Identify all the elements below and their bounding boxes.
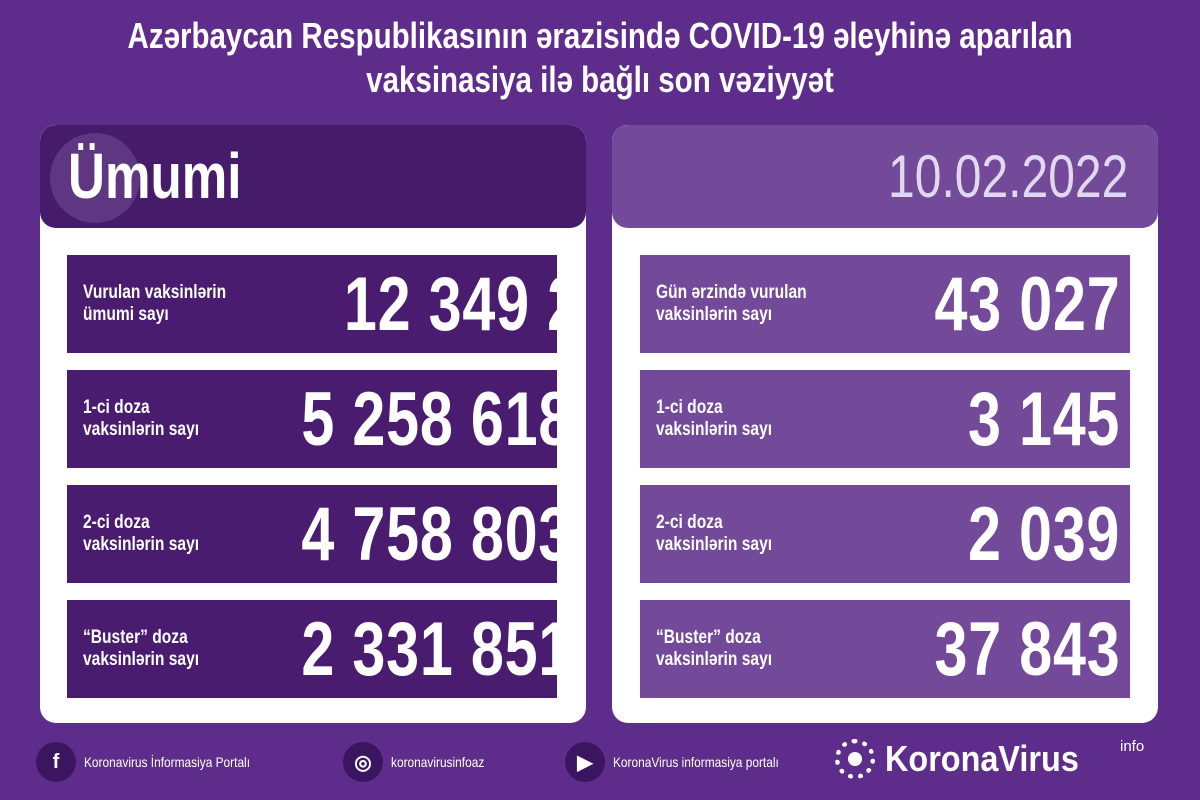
- daily-header: 10.02.2022: [612, 125, 1158, 228]
- stat-row: 1-ci doza vaksinlərin sayı 5 258 618: [67, 370, 571, 468]
- stat-label: “Buster” doza vaksinlərin sayı: [83, 627, 200, 670]
- stat-value: 37 843: [934, 606, 1120, 692]
- stat-row: “Buster” doza vaksinlərin sayı 37 843: [640, 600, 1130, 698]
- date: 10.02.2022: [887, 143, 1128, 210]
- facebook-icon: f: [36, 742, 76, 782]
- title-line-2: vaksinasiya ilə bağlı son vəziyyət: [366, 59, 834, 100]
- stat-value: 5 258 618: [300, 376, 572, 462]
- daily-panel: 10.02.2022 Gün ərzində vurulan vaksinləri…: [612, 125, 1158, 723]
- stat-value: 2 039: [967, 491, 1120, 577]
- stat-label: 1-ci doza vaksinlərin sayı: [656, 397, 773, 440]
- stat-row: Gün ərzində vurulan vaksinlərin sayı 43 02…: [640, 255, 1130, 353]
- stat-value: 43 027: [934, 261, 1120, 347]
- virus-icon: [50, 133, 140, 223]
- title-line-1: Azərbaycan Respublikasının ərazisində CO…: [127, 15, 1073, 56]
- stat-row: 2-ci doza vaksinlərin sayı 2 039: [640, 485, 1130, 583]
- koronavirus-logo: KoronaVirus info: [835, 738, 1144, 780]
- brand-name: KoronaVirus: [885, 738, 1079, 779]
- stat-label: Gün ərzində vurulan vaksinlərin sayı: [656, 282, 807, 325]
- total-panel: Ümumi Vurulan vaksinlərin ümumi sayı 12 34…: [40, 125, 586, 723]
- instagram-icon: ◎: [343, 742, 383, 782]
- facebook-link[interactable]: f Koronavirus İnformasiya Portalı: [36, 742, 321, 782]
- footer: f Koronavirus İnformasiya Portalı ◎ korona…: [36, 737, 1200, 787]
- stat-value: 12 349 272: [343, 261, 586, 347]
- stat-value: 3 145: [967, 376, 1120, 462]
- brand-sup: info: [1120, 738, 1145, 755]
- stat-value: 2 331 851: [300, 606, 572, 692]
- stat-label: “Buster” doza vaksinlərin sayı: [656, 627, 773, 670]
- stat-row: “Buster” doza vaksinlərin sayı 2 331 851: [67, 600, 571, 698]
- total-heading: Ümumi: [68, 140, 242, 212]
- instagram-link[interactable]: ◎ koronavirusinfoaz: [343, 742, 543, 782]
- stat-label: 2-ci doza vaksinlərin sayı: [656, 512, 773, 555]
- instagram-label: koronavirusinfoaz: [391, 754, 485, 770]
- youtube-label: KoronaVirus informasiya portalı: [613, 754, 779, 770]
- stat-label: Vurulan vaksinlərin ümumi sayı: [83, 282, 227, 325]
- stat-label: 1-ci doza vaksinlərin sayı: [83, 397, 200, 440]
- stat-value: 4 758 803: [300, 491, 572, 577]
- virus-logo-icon: [835, 739, 875, 779]
- page-title: Azərbaycan Respublikasının ərazisində CO…: [108, 14, 1092, 102]
- stat-row: 1-ci doza vaksinlərin sayı 3 145: [640, 370, 1130, 468]
- stat-row: 2-ci doza vaksinlərin sayı 4 758 803: [67, 485, 571, 583]
- stat-label: 2-ci doza vaksinlərin sayı: [83, 512, 200, 555]
- total-header: Ümumi: [40, 125, 586, 228]
- youtube-icon: ▶: [565, 742, 605, 782]
- youtube-link[interactable]: ▶ KoronaVirus informasiya portalı: [565, 742, 788, 782]
- facebook-label: Koronavirus İnformasiya Portalı: [84, 754, 251, 770]
